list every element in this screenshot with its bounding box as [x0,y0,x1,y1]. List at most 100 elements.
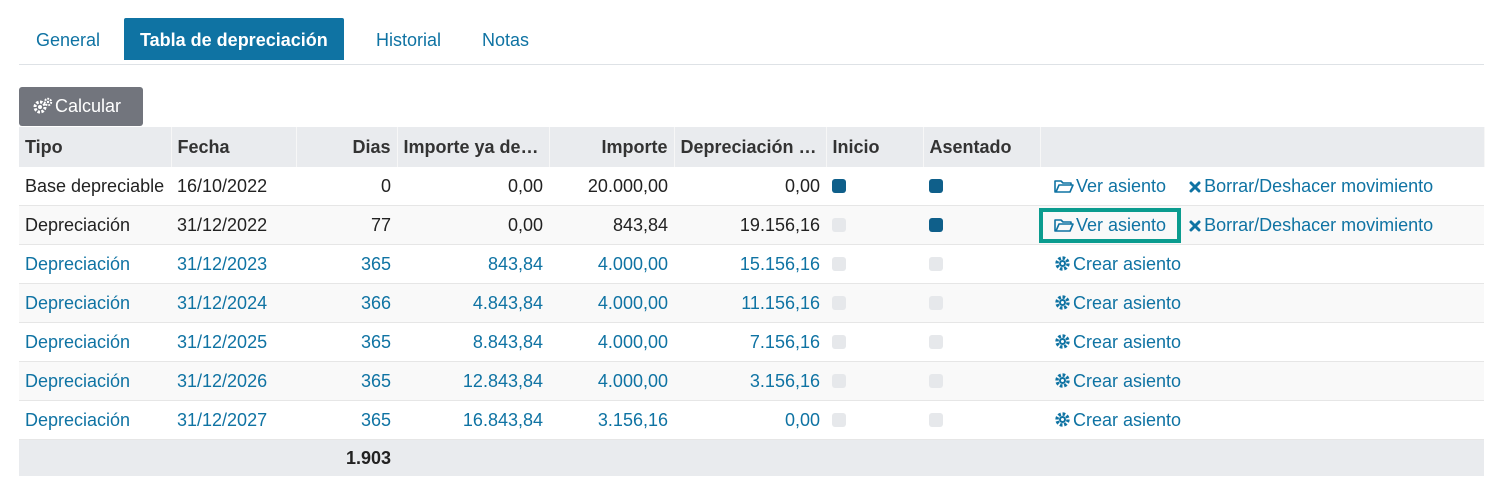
asentado-cell [923,361,1040,401]
calcular-button[interactable]: Calcular [19,87,143,126]
tab-historial[interactable]: Historial [376,30,442,50]
importe-ya-cell[interactable]: 8.843,84 [397,322,549,362]
inicio-cell [826,322,923,362]
tipo-cell: Base depreciable [19,167,171,206]
col-header-fecha[interactable]: Fecha [171,127,297,167]
ver-asiento-label: Ver asiento [1076,175,1167,196]
ver-asiento-link[interactable]: Ver asiento [1038,207,1182,243]
importe-ya-cell[interactable]: 4.843,84 [397,283,549,323]
dias-cell[interactable]: 365 [296,361,397,401]
asentado-checkbox [929,178,943,193]
tab-bar: General Tabla de depreciación Historial … [19,18,1484,65]
importe-cell: 20.000,00 [549,167,674,206]
gear-icon [1055,411,1070,427]
table-row[interactable]: Depreciación 31/12/2024 366 4.843,84 4.000,0… [19,283,1484,323]
total-row: 1.903 [19,439,1484,476]
table-header-row: Tipo Fecha Dias Importe ya de… Importe D… [19,127,1485,167]
times-icon [1189,181,1201,192]
tipo-cell[interactable]: Depreciación [19,244,171,284]
tipo-cell: Depreciación [19,205,171,245]
asentado-checkbox [929,295,943,310]
dias-cell[interactable]: 365 [296,244,397,284]
fecha-cell[interactable]: 31/12/2024 [171,283,296,323]
depreciacion-cell[interactable]: 7.156,16 [674,322,826,362]
asentado-checkbox [929,217,943,232]
inicio-cell [826,205,923,245]
dias-cell: 77 [296,205,397,245]
col-header-inicio[interactable]: Inicio [826,127,924,167]
total-dias: 1.903 [296,439,397,476]
tab-tabla-depreciacion[interactable]: Tabla de depreciación [124,18,344,60]
table-row[interactable]: Depreciación 31/12/2025 365 8.843,84 4.000,0… [19,322,1484,362]
importe-cell[interactable]: 4.000,00 [549,283,674,323]
inicio-cell [826,400,923,440]
crear-asiento-link[interactable]: Crear asiento [1046,254,1181,275]
asentado-cell [923,205,1040,245]
inicio-checkbox [832,295,846,310]
table-row[interactable]: Depreciación 31/12/2027 365 16.843,84 3.156,… [19,400,1484,440]
gear-icon [1055,372,1070,388]
crear-asiento-label: Crear asiento [1073,409,1182,430]
tab-notas[interactable]: Notas [482,30,530,50]
crear-asiento-link[interactable]: Crear asiento [1046,410,1181,431]
tipo-cell[interactable]: Depreciación [19,361,171,401]
importe-ya-cell[interactable]: 843,84 [397,244,549,284]
inicio-cell [826,283,923,323]
crear-asiento-link[interactable]: Crear asiento [1046,371,1181,392]
depreciacion-cell[interactable]: 11.156,16 [674,283,826,323]
actions-cell: Crear asiento [1040,244,1484,284]
actions-cell: Crear asiento [1040,283,1484,323]
crear-asiento-label: Crear asiento [1073,331,1182,352]
importe-cell: 843,84 [549,205,674,245]
asentado-cell [923,167,1040,206]
tab-general[interactable]: General [36,30,101,50]
col-header-asentado[interactable]: Asentado [923,127,1041,167]
depreciacion-cell[interactable]: 3.156,16 [674,361,826,401]
gear-icon [1055,333,1070,349]
importe-cell[interactable]: 3.156,16 [549,400,674,440]
dias-cell[interactable]: 365 [296,400,397,440]
col-header-tipo[interactable]: Tipo [19,127,172,167]
tipo-cell[interactable]: Depreciación [19,283,171,323]
crear-asiento-link[interactable]: Crear asiento [1046,332,1181,353]
inicio-cell [826,361,923,401]
importe-ya-cell[interactable]: 12.843,84 [397,361,549,401]
tipo-cell[interactable]: Depreciación [19,400,171,440]
borrar-movimiento-label: Borrar/Deshacer movimiento [1204,214,1434,235]
col-header-depreciacion[interactable]: Depreciación … [674,127,827,167]
depreciacion-cell[interactable]: 15.156,16 [674,244,826,284]
col-header-importe[interactable]: Importe [549,127,675,167]
dias-cell[interactable]: 366 [296,283,397,323]
asentado-checkbox [929,334,943,349]
crear-asiento-link[interactable]: Crear asiento [1046,293,1181,314]
importe-cell[interactable]: 4.000,00 [549,244,674,284]
fecha-cell[interactable]: 31/12/2025 [171,322,296,362]
crear-asiento-label: Crear asiento [1073,292,1182,313]
col-header-dias[interactable]: Dias [296,127,398,167]
inicio-checkbox [832,256,846,271]
col-header-importe-ya[interactable]: Importe ya de… [397,127,550,167]
tipo-cell[interactable]: Depreciación [19,322,171,362]
actions-cell: Ver asiento Borrar/Deshacer movimiento [1038,205,1484,245]
dias-cell: 0 [296,167,397,206]
importe-ya-cell: 0,00 [397,167,549,206]
fecha-cell[interactable]: 31/12/2023 [171,244,296,284]
crear-asiento-label: Crear asiento [1073,370,1182,391]
depreciacion-cell[interactable]: 0,00 [674,400,826,440]
fecha-cell[interactable]: 31/12/2027 [171,400,296,440]
borrar-movimiento-link[interactable]: Borrar/Deshacer movimiento [1188,176,1433,197]
table-row[interactable]: Depreciación 31/12/2023 365 843,84 4.000,00 1… [19,244,1484,284]
inicio-checkbox [832,373,846,388]
importe-cell[interactable]: 4.000,00 [549,322,674,362]
ver-asiento-link[interactable]: Ver asiento [1046,176,1174,197]
importe-ya-cell[interactable]: 16.843,84 [397,400,549,440]
borrar-movimiento-link[interactable]: Borrar/Deshacer movimiento [1188,215,1433,236]
table-row[interactable]: Depreciación 31/12/2026 365 12.843,84 4.000,… [19,361,1484,401]
depreciacion-cell: 0,00 [674,167,826,206]
gear-icon [1055,255,1070,271]
dias-cell[interactable]: 365 [296,322,397,362]
importe-cell[interactable]: 4.000,00 [549,361,674,401]
gears-icon [33,97,53,114]
fecha-cell[interactable]: 31/12/2026 [171,361,296,401]
actions-cell: Crear asiento [1040,400,1484,440]
